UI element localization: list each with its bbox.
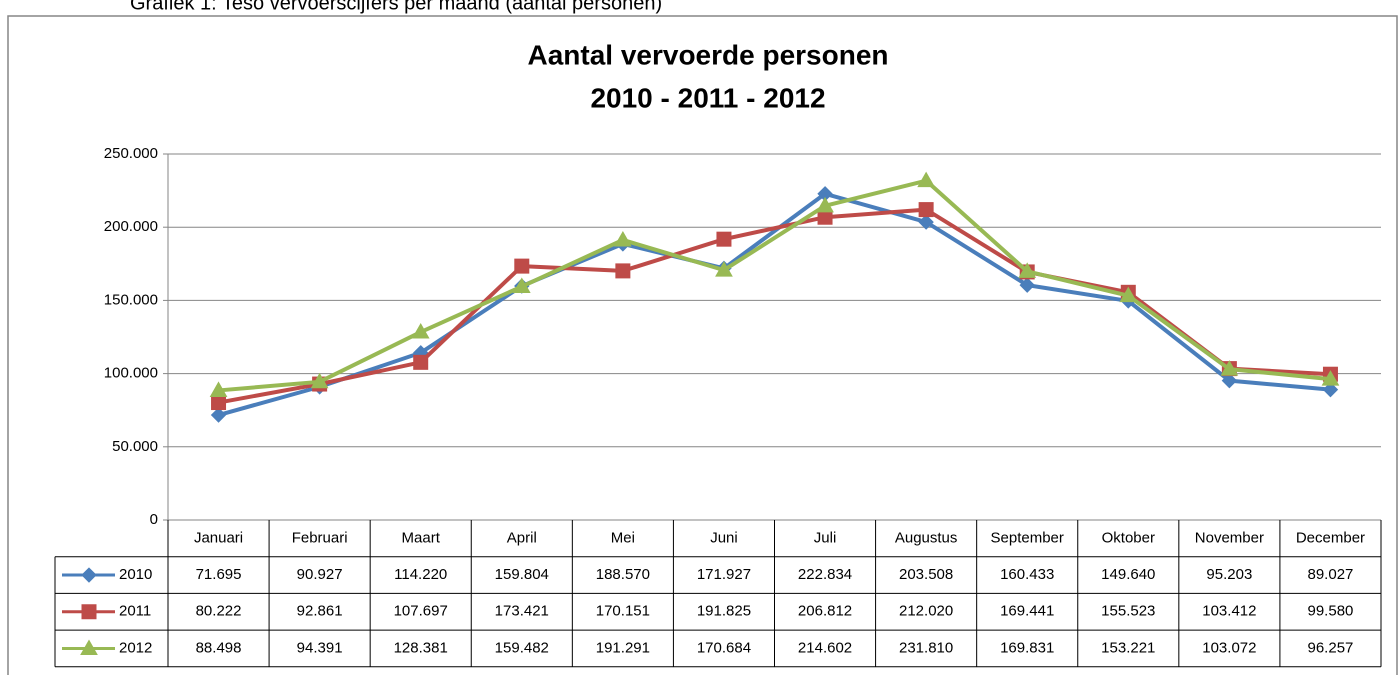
table-value: 95.203 — [1206, 566, 1252, 583]
table-value: 231.810 — [899, 639, 953, 656]
y-tick-label: 150.000 — [104, 291, 158, 308]
marker — [1322, 381, 1339, 398]
marker — [514, 258, 530, 274]
legend-marker — [80, 639, 98, 655]
marker — [512, 277, 531, 294]
y-tick-label: 0 — [150, 511, 158, 528]
marker — [1018, 262, 1037, 278]
x-tick-label: Februari — [292, 529, 348, 546]
table-value: 89.027 — [1308, 566, 1354, 583]
marker — [917, 171, 935, 188]
table-value: 214.602 — [798, 639, 852, 656]
table-value: 128.381 — [394, 639, 448, 656]
marker — [310, 372, 329, 389]
table-value: 96.257 — [1308, 639, 1354, 656]
legend-marker — [81, 604, 97, 620]
table-value: 80.222 — [196, 603, 242, 620]
table-value: 171.927 — [697, 566, 751, 583]
table-value: 169.831 — [1000, 639, 1054, 656]
table-value: 206.812 — [798, 603, 852, 620]
table-value: 170.151 — [596, 603, 650, 620]
marker — [816, 196, 834, 213]
legend-label: 2011 — [119, 603, 151, 620]
marker — [413, 354, 429, 370]
legend-marker — [81, 567, 97, 583]
x-tick-label: December — [1296, 529, 1365, 546]
y-tick-label: 50.000 — [112, 438, 158, 455]
table-value: 149.640 — [1101, 566, 1155, 583]
marker — [615, 263, 631, 279]
marker — [211, 395, 227, 411]
table-value: 159.482 — [495, 639, 549, 656]
chart-subtitle: 2010 - 2011 - 2012 — [590, 82, 825, 113]
table-value: 94.391 — [297, 639, 343, 656]
marker — [614, 230, 632, 247]
table-value: 191.291 — [596, 639, 650, 656]
table-value: 71.695 — [196, 566, 242, 583]
table-value: 191.825 — [697, 603, 751, 620]
table-value: 92.861 — [297, 603, 343, 620]
table-value: 103.412 — [1202, 603, 1256, 620]
x-tick-label: Augustus — [895, 529, 958, 546]
marker — [1321, 370, 1340, 386]
legend-label: 2010 — [119, 566, 152, 583]
marker — [1119, 286, 1138, 303]
marker — [716, 231, 732, 247]
table-value: 169.441 — [1000, 603, 1054, 620]
legend-label: 2012 — [119, 639, 152, 656]
table-value: 103.072 — [1202, 639, 1256, 656]
table-value: 222.834 — [798, 566, 852, 583]
series-line — [218, 191, 1331, 417]
y-tick-label: 250.000 — [104, 145, 158, 162]
y-tick-label: 200.000 — [104, 218, 158, 235]
table-value: 107.697 — [394, 603, 448, 620]
marker — [210, 407, 227, 423]
y-tick-label: 100.000 — [104, 365, 158, 382]
marker — [1220, 360, 1239, 376]
caption: Grafiek 1: Teso vervoerscijfers per maan… — [130, 0, 662, 14]
table-value: 153.221 — [1101, 639, 1155, 656]
series-line — [218, 207, 1331, 405]
x-tick-label: Maart — [402, 529, 441, 546]
marker — [918, 202, 934, 218]
table-value: 88.498 — [196, 639, 242, 656]
marker — [715, 261, 733, 277]
chart-title: Aantal vervoerde personen — [527, 39, 888, 70]
table-value: 203.508 — [899, 566, 953, 583]
table-value: 212.020 — [899, 603, 953, 620]
x-tick-label: Oktober — [1102, 529, 1155, 546]
table-value: 99.580 — [1308, 603, 1354, 620]
table-value: 173.421 — [495, 603, 549, 620]
x-tick-label: Mei — [611, 529, 635, 546]
x-tick-label: Juni — [710, 529, 738, 546]
marker — [411, 323, 430, 339]
table-value: 155.523 — [1101, 603, 1155, 620]
x-tick-label: November — [1195, 529, 1264, 546]
chart-frame — [7, 15, 1398, 675]
table-value: 170.684 — [697, 639, 751, 656]
x-tick-label: Juli — [814, 529, 837, 546]
x-tick-label: Januari — [194, 529, 243, 546]
table-value: 188.570 — [596, 566, 650, 583]
series-line — [218, 178, 1331, 393]
table-value: 160.433 — [1000, 566, 1054, 583]
x-tick-label: September — [991, 529, 1064, 546]
marker — [817, 209, 833, 225]
marker — [1019, 277, 1035, 293]
x-tick-label: April — [507, 529, 537, 546]
marker — [209, 381, 228, 397]
table-value: 90.927 — [297, 566, 343, 583]
table-value: 114.220 — [394, 566, 447, 583]
marker — [1221, 372, 1238, 389]
marker — [918, 214, 934, 230]
table-value: 159.804 — [495, 566, 549, 583]
